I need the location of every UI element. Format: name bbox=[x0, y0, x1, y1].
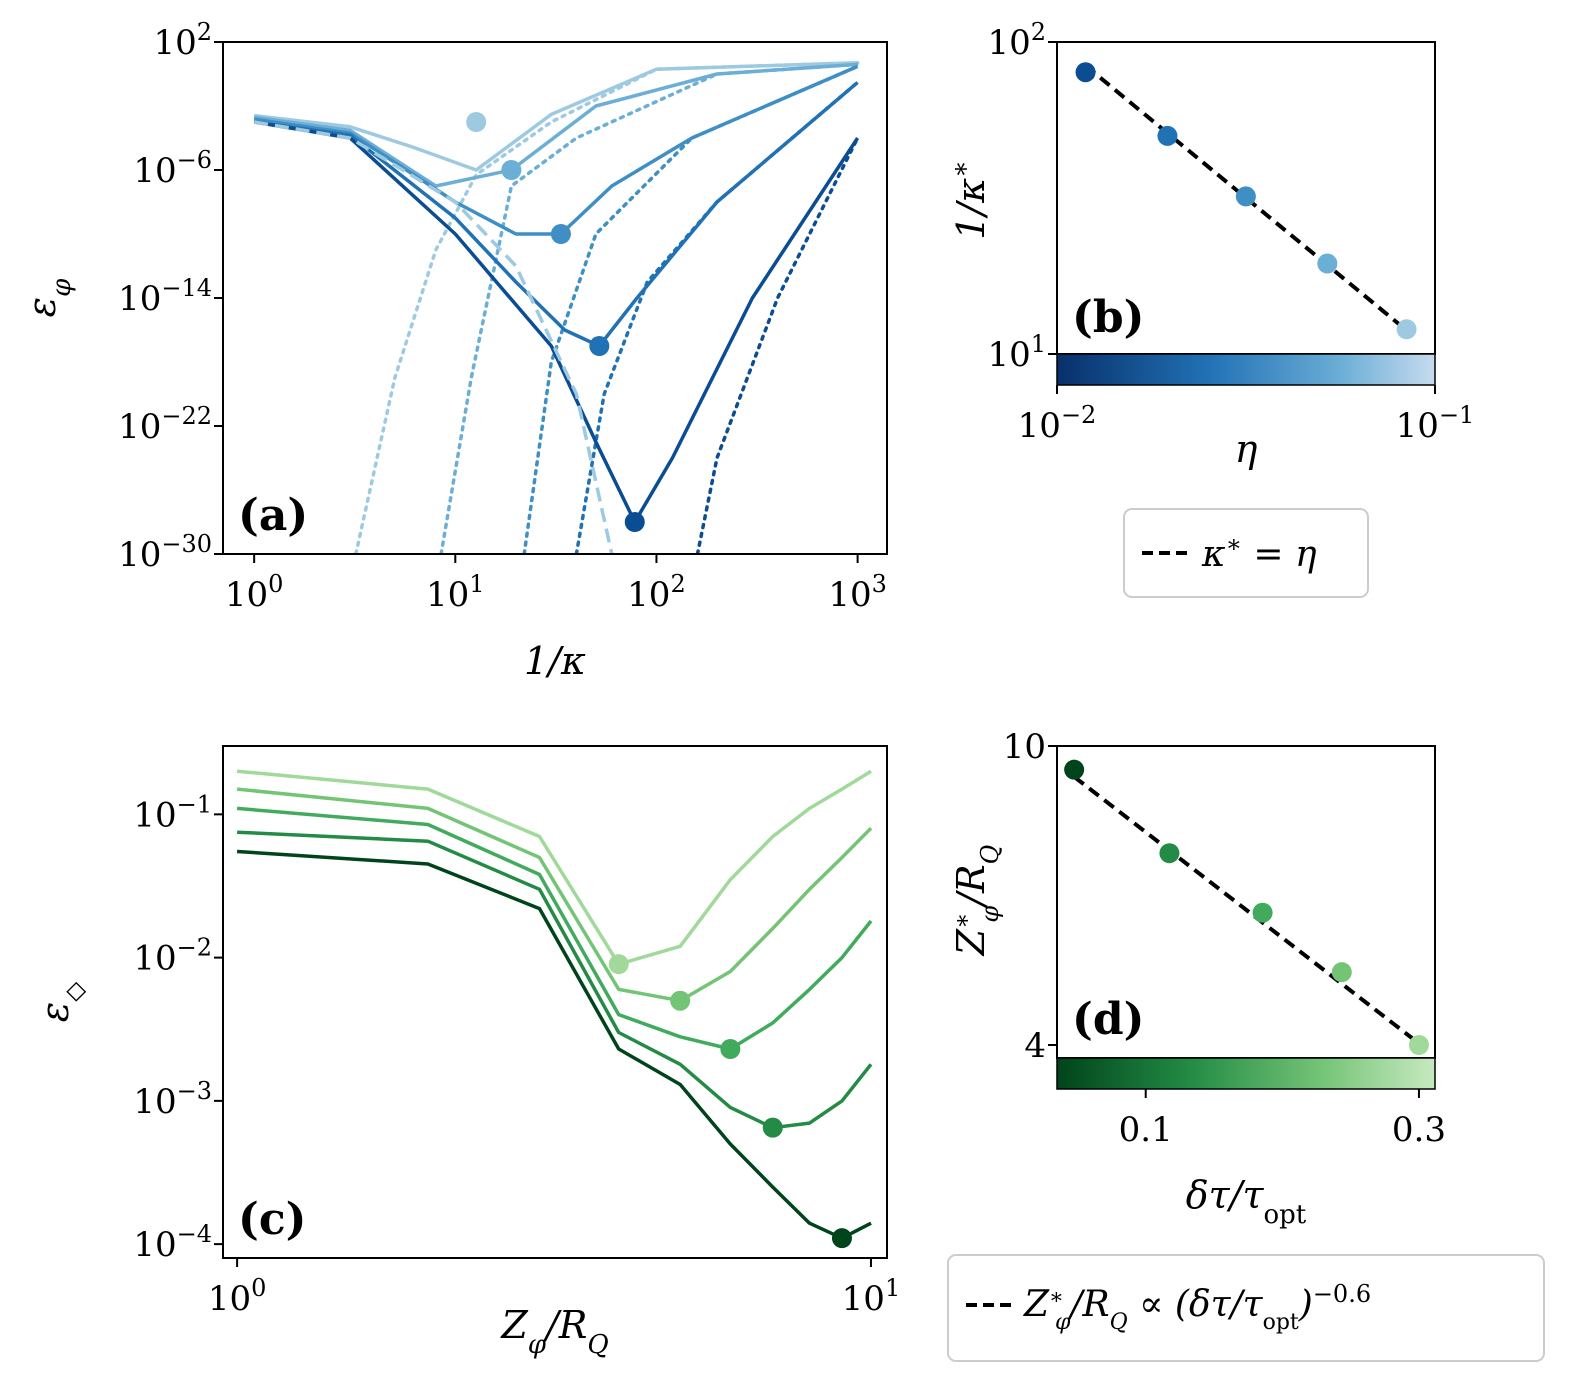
x-tick-label: 101 bbox=[426, 570, 485, 615]
y-tick-label: 10−14 bbox=[118, 274, 212, 319]
panel-c-xlabel: Zφ/RQ bbox=[500, 1303, 608, 1360]
y-tick-label: 10−1 bbox=[133, 790, 212, 835]
optimum-marker bbox=[670, 990, 691, 1011]
x-tick-label: 102 bbox=[627, 570, 686, 615]
data-point bbox=[1396, 319, 1417, 340]
x-tick-label: 103 bbox=[828, 570, 887, 615]
panel-d-xlabel: δτ/τopt bbox=[1186, 1173, 1307, 1230]
panel-a-ylabel: εφ bbox=[20, 278, 77, 317]
panel-d-ylabel: Z∗φ/RQ bbox=[948, 845, 1004, 957]
envelope-dashed-curve bbox=[253, 120, 614, 554]
x-tick-label: 10−2 bbox=[1018, 401, 1097, 446]
y-tick-label: 10−2 bbox=[133, 934, 212, 979]
error-curve bbox=[253, 61, 858, 172]
error-curve bbox=[236, 769, 872, 966]
y-tick-label: 102 bbox=[153, 18, 212, 63]
panel-a-xlabel: 1/κ bbox=[524, 639, 586, 683]
panel-a: 100 101 102 103 102 10−6 10−14 10−22 10−30 (a) 1… bbox=[20, 18, 888, 683]
data-point bbox=[1317, 253, 1338, 274]
data-point bbox=[1075, 62, 1096, 83]
y-tick-label: 10−22 bbox=[118, 402, 212, 447]
panel-b: 10−2 10−1 102 101 (b) η 1/κ∗ κ∗ = η bbox=[946, 18, 1475, 598]
dotted-curve bbox=[574, 80, 860, 554]
panel-d-label: (d) bbox=[1072, 994, 1144, 1045]
optimum-marker bbox=[608, 954, 629, 975]
y-tick-label: 10 bbox=[1003, 727, 1046, 767]
x-tick-label: 10−1 bbox=[1396, 401, 1475, 446]
panel-d: 0.1 0.3 10 4 (d) δτ/τopt Z∗φ/RQ Z∗ φ/RQ ∝ (δ… bbox=[947, 727, 1545, 1362]
panel-c-label: (c) bbox=[238, 1194, 306, 1245]
fit-line bbox=[1072, 775, 1421, 1045]
y-tick-label: 4 bbox=[1024, 1026, 1046, 1066]
y-tick-label: 101 bbox=[987, 330, 1046, 375]
error-curve bbox=[236, 787, 873, 1003]
panel-b-label: (b) bbox=[1072, 292, 1144, 343]
x-tick-label: 0.1 bbox=[1119, 1110, 1173, 1150]
panel-b-ylabel: 1/κ∗ bbox=[946, 160, 993, 240]
x-tick-label: 0.3 bbox=[1392, 1110, 1446, 1150]
panel-c-ylabel: ε◇ bbox=[33, 982, 90, 1022]
panel-b-xlabel: η bbox=[1235, 427, 1258, 471]
svg-text:κ∗ = η: κ∗ = η bbox=[1201, 530, 1317, 575]
error-curve bbox=[236, 849, 872, 1240]
dotted-curve bbox=[354, 61, 860, 554]
panel-b-legend: κ∗ = η bbox=[1123, 508, 1369, 598]
data-point bbox=[1408, 1035, 1429, 1055]
optimum-marker bbox=[501, 160, 522, 180]
optimum-marker bbox=[589, 336, 610, 356]
data-point bbox=[1235, 186, 1256, 207]
data-point bbox=[1157, 125, 1178, 146]
data-point bbox=[1331, 962, 1352, 983]
panel-c-frame bbox=[222, 745, 888, 1259]
x-tick-label: 101 bbox=[842, 1274, 901, 1319]
x-tick-label: 100 bbox=[225, 570, 284, 615]
panel-c: 100 101 10−1 10−2 10−3 10−4 (c) Zφ/RQ ε◇ bbox=[33, 745, 901, 1360]
data-point bbox=[1159, 843, 1180, 864]
y-tick-label: 10−6 bbox=[133, 146, 212, 191]
data-point bbox=[1064, 759, 1085, 780]
panel-d-colorbar bbox=[1056, 1057, 1436, 1090]
optimum-marker bbox=[831, 1228, 852, 1249]
x-tick-label: 100 bbox=[208, 1274, 267, 1319]
y-tick-label: 10−4 bbox=[133, 1220, 212, 1265]
data-point bbox=[1252, 902, 1273, 923]
optimum-marker bbox=[720, 1039, 741, 1060]
error-curve bbox=[253, 64, 859, 236]
optimum-marker bbox=[550, 224, 571, 244]
y-tick-label: 10−30 bbox=[118, 530, 212, 575]
panel-a-label: (a) bbox=[238, 490, 308, 541]
y-tick-label: 102 bbox=[987, 18, 1046, 63]
error-curve bbox=[253, 81, 859, 348]
panel-b-colorbar bbox=[1056, 353, 1436, 386]
error-curve bbox=[236, 806, 873, 1051]
optimum-marker bbox=[624, 512, 645, 532]
optimum-marker bbox=[762, 1117, 783, 1138]
dotted-curve bbox=[695, 136, 860, 554]
error-curve bbox=[253, 120, 860, 524]
optimum-marker bbox=[466, 112, 487, 132]
y-tick-label: 10−3 bbox=[133, 1077, 212, 1122]
fit-line bbox=[1084, 64, 1408, 332]
panel-d-legend: Z∗ φ/RQ ∝ (δτ/τopt)−0.6 bbox=[947, 1254, 1545, 1362]
error-curve bbox=[237, 830, 873, 1130]
